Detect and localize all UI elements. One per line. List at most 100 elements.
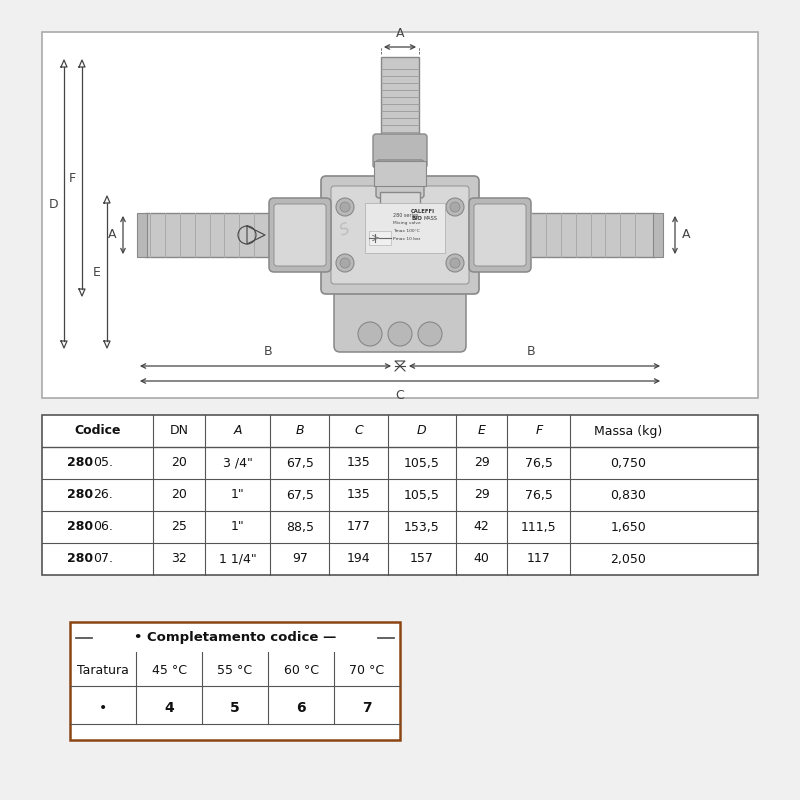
Bar xyxy=(70,622,400,740)
Circle shape xyxy=(336,198,354,216)
Text: 07.: 07. xyxy=(94,553,114,566)
Text: A: A xyxy=(396,27,404,40)
Circle shape xyxy=(450,202,460,212)
Bar xyxy=(42,415,758,575)
Text: •: • xyxy=(99,701,107,715)
Bar xyxy=(526,213,655,257)
FancyBboxPatch shape xyxy=(269,198,331,272)
Circle shape xyxy=(358,322,382,346)
Text: 06.: 06. xyxy=(94,521,114,534)
Text: 135: 135 xyxy=(346,489,370,502)
FancyBboxPatch shape xyxy=(334,275,466,352)
Text: E: E xyxy=(478,425,486,438)
Text: 157: 157 xyxy=(410,553,434,566)
Text: BIO: BIO xyxy=(411,216,422,221)
Text: 280: 280 xyxy=(67,457,94,470)
Bar xyxy=(380,192,420,212)
Circle shape xyxy=(340,202,350,212)
Text: 55 °C: 55 °C xyxy=(218,663,253,677)
Text: 20: 20 xyxy=(171,457,186,470)
Text: 29: 29 xyxy=(474,489,490,502)
Text: 1": 1" xyxy=(230,489,244,502)
Text: C: C xyxy=(396,389,404,402)
Text: B: B xyxy=(527,345,536,358)
Text: 67,5: 67,5 xyxy=(286,489,314,502)
Text: 105,5: 105,5 xyxy=(404,457,440,470)
Text: 194: 194 xyxy=(346,553,370,566)
Bar xyxy=(653,213,663,257)
Text: 76,5: 76,5 xyxy=(525,489,553,502)
Text: 117: 117 xyxy=(527,553,550,566)
Text: 280: 280 xyxy=(67,553,94,566)
FancyBboxPatch shape xyxy=(274,204,326,266)
Text: 97: 97 xyxy=(292,553,308,566)
Text: 88,5: 88,5 xyxy=(286,521,314,534)
Text: F: F xyxy=(69,171,76,185)
Text: 45 °C: 45 °C xyxy=(151,663,186,677)
Text: MASS: MASS xyxy=(423,216,437,221)
Text: 32: 32 xyxy=(171,553,186,566)
Circle shape xyxy=(340,258,350,268)
Text: A: A xyxy=(234,425,242,438)
Bar xyxy=(145,213,274,257)
Text: 2,050: 2,050 xyxy=(610,553,646,566)
Text: 3 /4": 3 /4" xyxy=(222,457,253,470)
Circle shape xyxy=(418,322,442,346)
Text: 26.: 26. xyxy=(94,489,114,502)
Text: Codice: Codice xyxy=(74,425,121,438)
Text: 5: 5 xyxy=(230,701,240,715)
Text: 280 series: 280 series xyxy=(393,213,418,218)
Text: Mixing valve: Mixing valve xyxy=(393,221,421,225)
Text: 29: 29 xyxy=(474,457,490,470)
FancyBboxPatch shape xyxy=(474,204,526,266)
Text: F: F xyxy=(535,425,542,438)
Text: 280: 280 xyxy=(67,521,94,534)
Text: D: D xyxy=(417,425,426,438)
Text: A: A xyxy=(107,229,116,242)
Text: 1 1/4": 1 1/4" xyxy=(218,553,256,566)
Text: 70 °C: 70 °C xyxy=(350,663,385,677)
Text: CALEFFI: CALEFFI xyxy=(411,209,435,214)
Text: 40: 40 xyxy=(474,553,490,566)
FancyBboxPatch shape xyxy=(469,198,531,272)
Text: 153,5: 153,5 xyxy=(404,521,440,534)
Text: 1,650: 1,650 xyxy=(610,521,646,534)
Text: A: A xyxy=(682,229,690,242)
Text: 177: 177 xyxy=(346,521,370,534)
Circle shape xyxy=(450,258,460,268)
FancyBboxPatch shape xyxy=(376,160,424,198)
Text: 76,5: 76,5 xyxy=(525,457,553,470)
Text: 7: 7 xyxy=(362,701,372,715)
Circle shape xyxy=(446,198,464,216)
Text: E: E xyxy=(93,266,101,278)
Text: 0,750: 0,750 xyxy=(610,457,646,470)
Circle shape xyxy=(446,254,464,272)
Bar xyxy=(137,213,147,257)
Text: 135: 135 xyxy=(346,457,370,470)
Text: 05.: 05. xyxy=(94,457,114,470)
Circle shape xyxy=(388,322,412,346)
FancyBboxPatch shape xyxy=(373,134,427,168)
Text: Pmax 10 bar: Pmax 10 bar xyxy=(393,237,420,241)
Bar xyxy=(42,32,758,398)
Text: Tmax 100°C: Tmax 100°C xyxy=(393,229,420,233)
Text: Massa (kg): Massa (kg) xyxy=(594,425,662,438)
Text: DN: DN xyxy=(170,425,188,438)
Bar xyxy=(374,161,426,186)
Text: 25: 25 xyxy=(171,521,186,534)
Text: 42: 42 xyxy=(474,521,490,534)
Text: 111,5: 111,5 xyxy=(521,521,557,534)
Text: 0,830: 0,830 xyxy=(610,489,646,502)
Text: 4: 4 xyxy=(164,701,174,715)
FancyBboxPatch shape xyxy=(321,176,479,294)
Text: B: B xyxy=(264,345,273,358)
Text: • Completamento codice —: • Completamento codice — xyxy=(134,631,336,645)
Text: 1": 1" xyxy=(230,521,244,534)
Text: 20: 20 xyxy=(171,489,186,502)
Text: 60 °C: 60 °C xyxy=(283,663,318,677)
Text: Taratura: Taratura xyxy=(77,663,129,677)
Text: D: D xyxy=(48,198,58,210)
Bar xyxy=(365,203,445,253)
Text: S: S xyxy=(338,222,352,238)
Text: 105,5: 105,5 xyxy=(404,489,440,502)
